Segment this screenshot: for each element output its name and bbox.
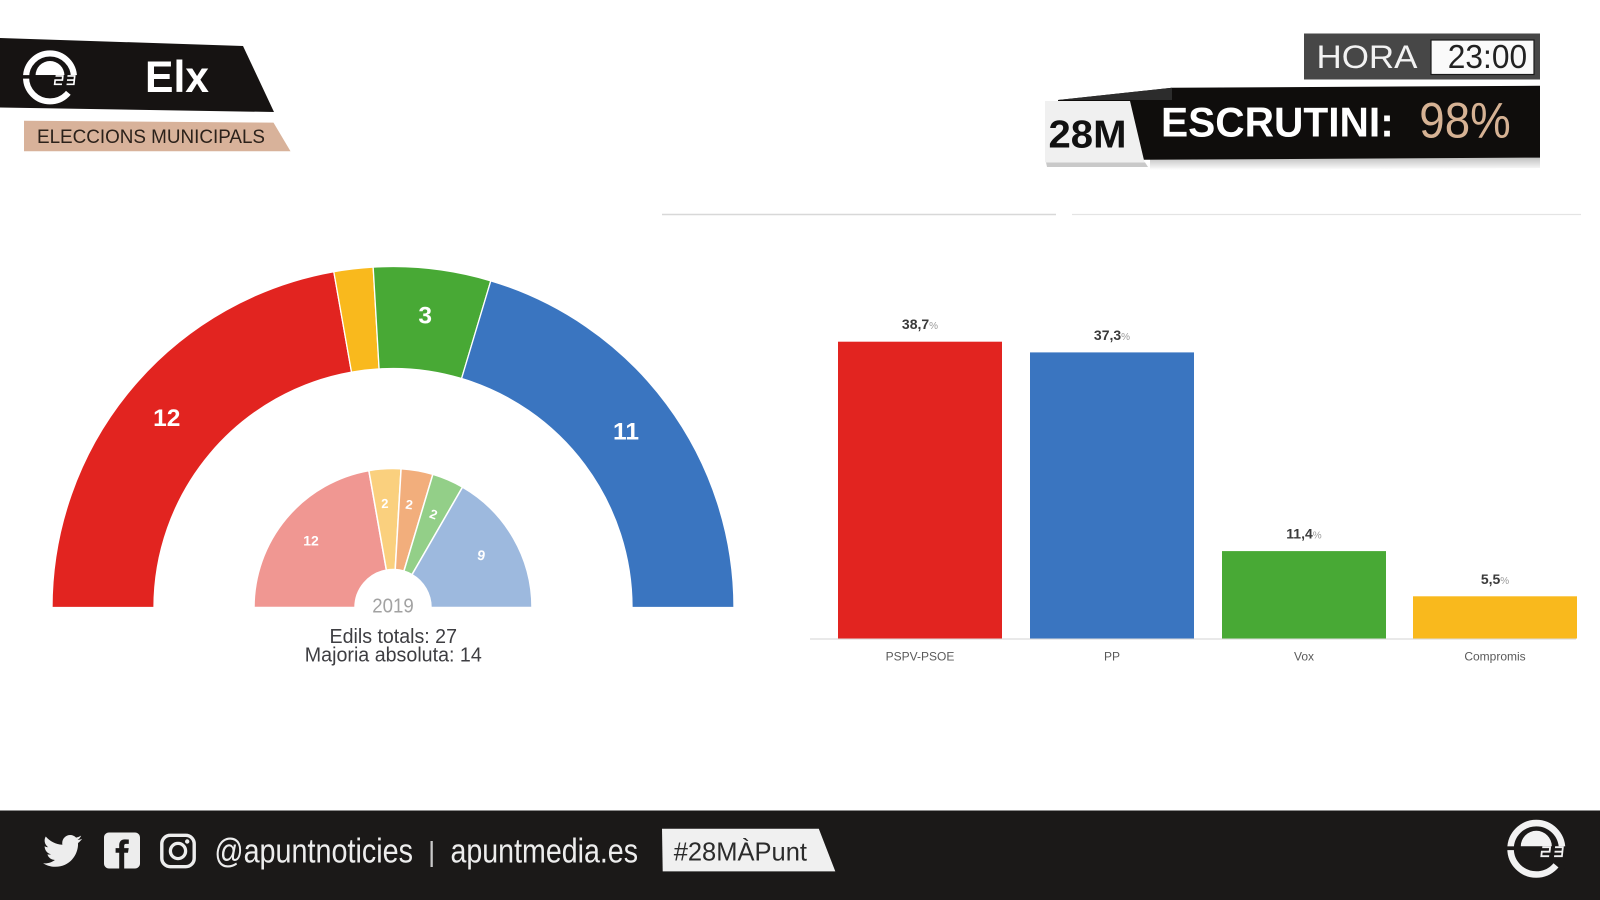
svg-text:@apuntnoticies: @apuntnoticies (214, 833, 413, 871)
svg-text:|: | (428, 836, 435, 867)
svg-text:9: 9 (476, 547, 487, 564)
svg-text:12: 12 (153, 405, 180, 432)
svg-text:PSPV-PSOE: PSPV-PSOE (886, 650, 955, 664)
svg-text:PP: PP (1104, 650, 1120, 664)
svg-text:Elx: Elx (145, 53, 209, 102)
svg-text:Majoria absoluta: 14: Majoria absoluta: 14 (305, 644, 482, 667)
svg-text:ELECCIONS MUNICIPALS: ELECCIONS MUNICIPALS (37, 126, 265, 148)
svg-text:ESCRUTINI:: ESCRUTINI: (1161, 98, 1394, 145)
svg-text:2019: 2019 (372, 595, 414, 618)
svg-text:apuntmedia.es: apuntmedia.es (451, 833, 639, 871)
svg-text:12: 12 (303, 532, 319, 548)
svg-text:28M: 28M (1049, 114, 1127, 157)
svg-text:23:00: 23:00 (1448, 38, 1527, 75)
svg-text:2: 2 (428, 506, 440, 523)
svg-text:98%: 98% (1419, 93, 1510, 149)
svg-text:#28MÀPunt: #28MÀPunt (674, 836, 808, 866)
svg-text:Compromis: Compromis (1464, 650, 1525, 664)
svg-text:3: 3 (418, 303, 432, 330)
svg-text:Edils totals: 27: Edils totals: 27 (330, 625, 458, 648)
svg-text:38,7%: 38,7% (902, 316, 938, 332)
svg-text:Vox: Vox (1294, 650, 1314, 664)
svg-text:2: 2 (405, 497, 414, 513)
svg-text:11: 11 (613, 419, 639, 446)
svg-text:37,3%: 37,3% (1094, 327, 1130, 343)
svg-text:HORA: HORA (1317, 39, 1419, 75)
svg-text:2: 2 (381, 496, 389, 511)
